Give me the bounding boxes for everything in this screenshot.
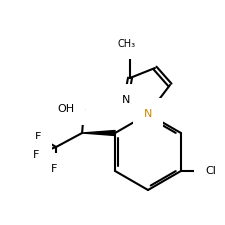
Text: F: F <box>35 132 41 142</box>
Text: F: F <box>51 164 57 174</box>
Text: N: N <box>121 95 130 105</box>
Text: F: F <box>33 150 39 160</box>
Polygon shape <box>82 130 115 135</box>
Text: CH₃: CH₃ <box>117 39 135 49</box>
Text: N: N <box>143 109 151 119</box>
Text: OH: OH <box>57 104 74 114</box>
Text: Cl: Cl <box>204 166 215 176</box>
